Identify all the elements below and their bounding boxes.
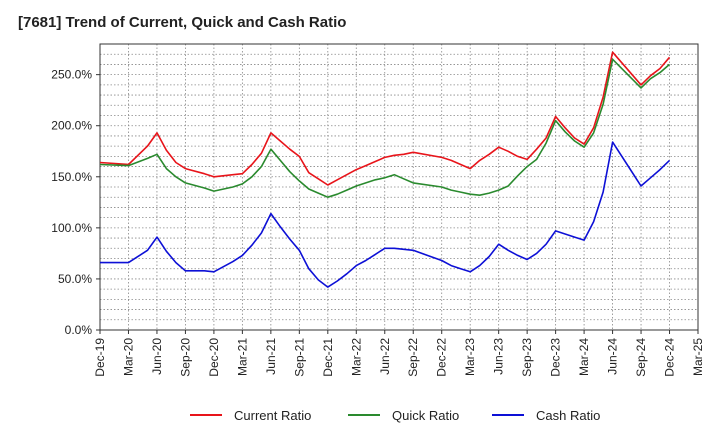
x-tick-label: Sep-21: [292, 338, 306, 377]
x-tick-label: Mar-24: [577, 338, 591, 376]
x-tick-label: Mar-25: [691, 338, 705, 376]
x-tick-label: Sep-22: [406, 338, 420, 377]
y-axis: 0.0% 50.0% 100.0% 150.0% 200.0% 250.0%: [51, 68, 100, 337]
cash-ratio-line: [100, 141, 671, 288]
legend-label-current-ratio: Current Ratio: [234, 408, 311, 423]
x-axis: Dec-19 Mar-20 Jun-20 Sep-20 Dec-20 Mar-21 Jun-…: [93, 330, 705, 377]
legend-label-cash-ratio: Cash Ratio: [536, 408, 600, 423]
current-ratio-line: [99, 51, 671, 186]
x-tick-label: Dec-21: [321, 338, 335, 377]
x-tick-label: Mar-23: [463, 338, 477, 376]
x-tick-label: Jun-21: [264, 338, 278, 375]
y-tick-label: 50.0%: [58, 272, 92, 286]
x-tick-label: Dec-20: [207, 338, 221, 377]
grid-layer: [99, 44, 699, 330]
y-tick-label: 250.0%: [51, 68, 92, 82]
x-tick-label: Sep-23: [520, 338, 534, 377]
x-tick-label: Sep-24: [634, 338, 648, 377]
x-tick-label: Jun-20: [150, 338, 164, 375]
legend-label-quick-ratio: Quick Ratio: [392, 408, 459, 423]
y-tick-label: 150.0%: [51, 170, 92, 184]
y-tick-label: 100.0%: [51, 221, 92, 235]
series-layer: [99, 51, 671, 288]
x-tick-label: Jun-23: [492, 338, 506, 375]
x-tick-label: Mar-20: [121, 338, 135, 376]
x-tick-label: Dec-19: [93, 338, 107, 377]
x-tick-label: Sep-20: [178, 338, 192, 377]
x-tick-label: Dec-24: [663, 338, 677, 377]
quick-ratio-line: [99, 58, 671, 198]
x-tick-label: Mar-21: [235, 338, 249, 376]
x-tick-label: Mar-22: [349, 338, 363, 376]
chart-title: [7681] Trend of Current, Quick and Cash …: [18, 14, 347, 31]
y-tick-label: 200.0%: [51, 119, 92, 133]
x-tick-label: Jun-22: [378, 338, 392, 375]
x-tick-label: Dec-22: [435, 338, 449, 377]
x-tick-label: Jun-24: [606, 338, 620, 375]
plot-frame: [99, 43, 699, 331]
legend: Current Ratio Quick Ratio Cash Ratio: [190, 408, 600, 423]
x-tick-label: Dec-23: [549, 338, 563, 377]
y-tick-label: 0.0%: [65, 323, 93, 337]
